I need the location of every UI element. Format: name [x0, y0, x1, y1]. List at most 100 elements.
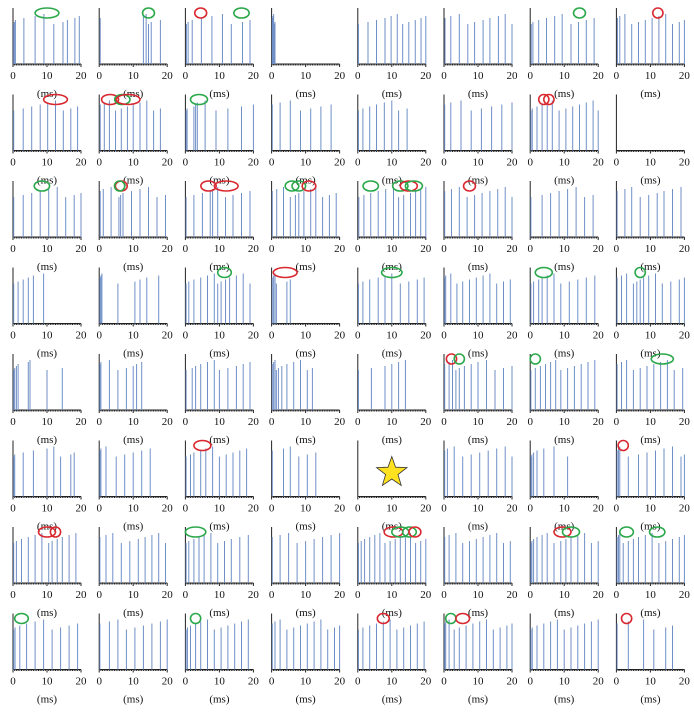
green-oval-marker — [189, 93, 209, 106]
red-oval-marker — [100, 93, 120, 106]
x-tick-label: 0 — [269, 243, 275, 255]
x-tick-label: 10 — [559, 330, 571, 342]
x-unit-label: (ms) — [209, 348, 230, 360]
red-oval-marker — [37, 526, 57, 538]
x-tick-label: 20 — [679, 330, 691, 342]
x-unit-label: (ms) — [123, 175, 144, 187]
x-tick-label: 0 — [183, 70, 189, 82]
x-tick-label: 0 — [441, 330, 447, 342]
green-oval-marker — [453, 353, 466, 365]
x-tick-label: 0 — [183, 503, 189, 515]
red-oval-marker — [651, 7, 664, 19]
raster-panel: 0 10 20(ms) — [527, 181, 604, 273]
x-tick-label: 10 — [473, 330, 485, 342]
green-oval-marker — [529, 353, 542, 365]
x-tick-label: 20 — [76, 243, 88, 255]
x-tick-label: 0 — [10, 589, 16, 601]
x-tick-label: 20 — [334, 503, 346, 515]
x-tick-label: 0 — [183, 589, 189, 601]
red-oval-marker — [399, 180, 419, 192]
x-unit-label: (ms) — [37, 694, 58, 706]
raster-panel: 0 10 20(ms) — [183, 7, 259, 100]
raster-panel: 0 10 20(ms) — [355, 8, 432, 100]
raster-panel: 0 10 20(ms) — [614, 612, 690, 706]
green-oval-marker — [291, 180, 307, 192]
x-tick-label: 20 — [248, 416, 260, 428]
x-unit-label: (ms) — [640, 521, 661, 533]
raster-panel: 0 10 20(ms) — [96, 267, 174, 360]
x-unit-label: (ms) — [468, 694, 489, 706]
x-tick-label: 0 — [614, 676, 620, 688]
x-unit-label: (ms) — [554, 434, 575, 446]
x-unit-label: (ms) — [382, 694, 403, 706]
green-oval-marker — [572, 7, 587, 19]
x-tick-label: 0 — [96, 70, 102, 82]
x-unit-label: (ms) — [468, 88, 489, 100]
x-unit-label: (ms) — [554, 175, 575, 187]
x-unit-label: (ms) — [123, 348, 144, 360]
green-oval-marker — [13, 612, 30, 625]
x-tick-label: 20 — [162, 330, 174, 342]
x-tick-label: 10 — [214, 330, 226, 342]
x-tick-label: 0 — [183, 157, 189, 169]
raster-panel: 0 10 20(ms) — [441, 527, 518, 619]
x-tick-label: 10 — [559, 589, 571, 601]
x-tick-label: 20 — [334, 70, 346, 82]
red-oval-marker — [193, 439, 212, 452]
raster-panel: 0 10 20(ms) — [441, 8, 518, 100]
raster-panel: 0 10 20(ms) — [441, 612, 519, 706]
red-oval-marker — [272, 266, 298, 279]
red-oval-marker — [445, 353, 458, 365]
x-tick-label: 10 — [645, 676, 657, 688]
x-tick-label: 20 — [248, 243, 260, 255]
raster-panel: 0 10 20(ms) — [441, 353, 518, 446]
x-tick-label: 0 — [269, 676, 275, 688]
x-tick-label: 20 — [334, 589, 346, 601]
x-tick-label: 10 — [300, 157, 312, 169]
x-tick-label: 10 — [559, 676, 571, 688]
raster-panel: 0 10 20(ms) — [527, 440, 604, 533]
x-unit-label: (ms) — [209, 607, 230, 619]
x-tick-label: 0 — [441, 416, 447, 428]
raster-panel: 0 10 20(ms) — [355, 526, 432, 619]
x-tick-label: 0 — [527, 157, 533, 169]
x-tick-label: 20 — [76, 676, 88, 688]
x-tick-label: 20 — [507, 676, 519, 688]
x-tick-label: 20 — [420, 416, 432, 428]
x-tick-label: 20 — [76, 589, 88, 601]
x-tick-label: 20 — [248, 676, 260, 688]
x-tick-label: 0 — [96, 589, 102, 601]
green-oval-marker — [618, 526, 635, 538]
x-unit-label: (ms) — [554, 694, 575, 706]
x-tick-label: 10 — [300, 416, 312, 428]
x-tick-label: 0 — [96, 243, 102, 255]
x-tick-label: 0 — [355, 243, 361, 255]
x-tick-label: 10 — [128, 330, 140, 342]
x-tick-label: 10 — [386, 243, 398, 255]
raster-panel: 0 10 20(ms) — [527, 93, 605, 187]
x-unit-label: (ms) — [382, 175, 403, 187]
x-unit-label: (ms) — [37, 175, 58, 187]
x-unit-label: (ms) — [640, 88, 661, 100]
x-tick-label: 10 — [473, 70, 485, 82]
x-tick-label: 20 — [679, 243, 691, 255]
raster-panel: 0 10 20(ms) — [355, 266, 432, 360]
x-tick-label: 20 — [593, 157, 605, 169]
x-tick-label: 10 — [300, 243, 312, 255]
raster-panel: 0 10 20(ms) — [614, 439, 690, 533]
red-oval-marker — [620, 612, 633, 625]
x-unit-label: (ms) — [37, 88, 58, 100]
x-tick-label: 10 — [645, 243, 657, 255]
x-tick-label: 10 — [386, 589, 398, 601]
raster-panel: 0 10 20(ms) — [614, 526, 690, 619]
x-tick-label: 0 — [527, 330, 533, 342]
x-tick-label: 0 — [10, 243, 16, 255]
x-tick-label: 0 — [527, 70, 533, 82]
green-oval-marker — [401, 526, 418, 538]
raster-panel: 0 10 20(ms) — [10, 7, 87, 100]
x-tick-label: 0 — [10, 503, 16, 515]
x-tick-label: 20 — [162, 157, 174, 169]
x-unit-label: (ms) — [640, 434, 661, 446]
x-tick-label: 0 — [527, 676, 533, 688]
